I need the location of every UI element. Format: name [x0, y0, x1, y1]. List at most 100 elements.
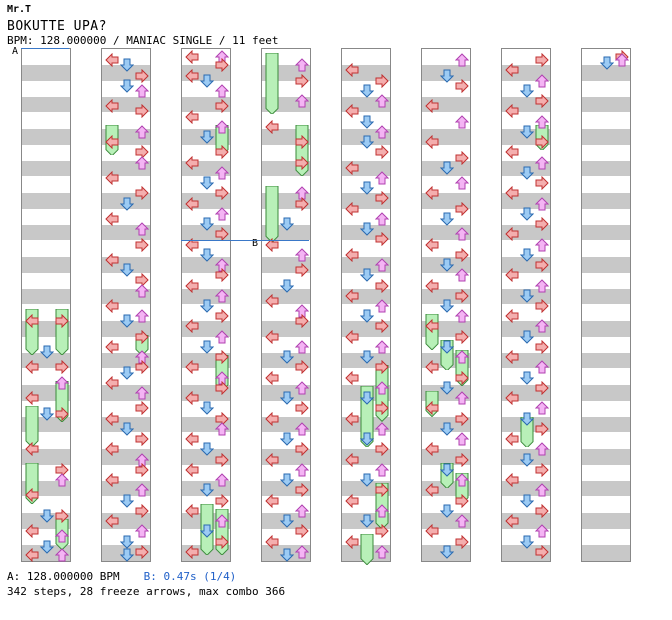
up-arrow-icon [134, 221, 150, 236]
left-arrow-icon [105, 513, 119, 529]
left-arrow-icon [425, 278, 439, 293]
up-arrow-icon [54, 528, 70, 543]
up-arrow-icon [534, 278, 550, 293]
down-arrow-icon [199, 441, 215, 457]
freeze-arrow [520, 416, 534, 448]
left-arrow-icon [345, 452, 359, 467]
right-arrow-icon [455, 452, 469, 467]
right-arrow-icon [455, 534, 469, 549]
right-arrow-icon [215, 452, 229, 467]
down-arrow-icon [359, 221, 375, 236]
left-arrow-icon [105, 211, 119, 227]
left-arrow-icon [425, 318, 439, 334]
right-arrow-icon [455, 247, 469, 263]
down-arrow-icon [359, 472, 375, 487]
bpm-marker-label: B [252, 238, 259, 249]
down-arrow-icon [599, 55, 615, 70]
down-arrow-icon [199, 216, 215, 231]
left-arrow-icon [265, 534, 279, 549]
left-arrow-icon [425, 185, 439, 201]
chart-column [341, 48, 391, 566]
up-arrow-icon [454, 226, 470, 241]
down-arrow-icon [119, 493, 135, 508]
right-arrow-icon [135, 185, 149, 201]
down-arrow-icon [279, 278, 295, 293]
down-arrow-icon [439, 462, 455, 477]
measure-line [102, 176, 150, 177]
up-arrow-icon [54, 375, 70, 390]
up-arrow-icon [534, 155, 550, 170]
down-arrow-icon [119, 313, 135, 329]
up-arrow-icon [454, 267, 470, 282]
measure-line [342, 240, 390, 241]
down-arrow-icon [519, 329, 535, 344]
measure-line [422, 176, 470, 177]
left-arrow-icon [185, 503, 199, 519]
right-arrow-icon [535, 257, 549, 273]
left-arrow-icon [345, 247, 359, 263]
left-arrow-icon [105, 134, 119, 150]
down-arrow-icon [439, 544, 455, 559]
down-arrow-icon [359, 390, 375, 405]
left-arrow-icon [425, 359, 439, 375]
up-arrow-icon [534, 441, 550, 456]
chart-column [421, 48, 471, 562]
down-arrow-icon [359, 134, 375, 149]
down-arrow-icon [199, 523, 215, 538]
right-arrow-icon [535, 462, 549, 478]
right-arrow-icon [135, 359, 149, 375]
measure-line [422, 496, 470, 497]
right-arrow-icon [375, 73, 389, 88]
left-arrow-icon [345, 62, 359, 78]
up-arrow-icon [374, 298, 390, 313]
up-arrow-icon [454, 175, 470, 190]
artist-name: Mr.T [7, 4, 32, 15]
up-arrow-icon [214, 513, 230, 528]
up-arrow-icon [214, 421, 230, 436]
down-arrow-icon [439, 380, 455, 395]
left-arrow-icon [185, 318, 199, 334]
left-arrow-icon [105, 441, 119, 457]
left-arrow-icon [265, 493, 279, 508]
left-arrow-icon [265, 370, 279, 385]
right-arrow-icon [375, 278, 389, 293]
measure-line [422, 112, 470, 113]
left-arrow-icon [265, 411, 279, 426]
bpm-marker-line [181, 240, 309, 241]
measure-line [342, 112, 390, 113]
down-arrow-icon [439, 339, 455, 354]
left-arrow-icon [185, 390, 199, 406]
up-arrow-icon [534, 482, 550, 497]
measure-line [262, 496, 310, 497]
left-arrow-icon [105, 252, 119, 268]
left-arrow-icon [185, 237, 199, 252]
up-arrow-icon [134, 482, 150, 497]
left-arrow-icon [185, 109, 199, 124]
up-arrow-icon [534, 318, 550, 333]
left-arrow-icon [185, 155, 199, 170]
right-arrow-icon [55, 406, 69, 421]
up-arrow-icon [294, 462, 310, 477]
freeze-arrow [25, 405, 39, 448]
measure-line [582, 368, 630, 369]
up-arrow-icon [534, 237, 550, 252]
down-arrow-icon [359, 513, 375, 528]
down-arrow-icon [359, 83, 375, 98]
right-arrow-icon [215, 308, 229, 324]
left-arrow-icon [345, 534, 359, 549]
measure-line [102, 240, 150, 241]
left-arrow-icon [505, 185, 519, 201]
up-arrow-icon [54, 472, 70, 487]
right-arrow-icon [455, 493, 469, 508]
left-arrow-icon [265, 293, 279, 309]
right-arrow-icon [215, 98, 229, 114]
right-arrow-icon [375, 359, 389, 375]
left-arrow-icon [25, 523, 39, 539]
left-arrow-icon [185, 278, 199, 293]
up-arrow-icon [214, 119, 230, 134]
down-arrow-icon [439, 211, 455, 226]
left-arrow-icon [425, 482, 439, 498]
measure-line [502, 304, 550, 305]
bpm-marker-label: A [12, 46, 19, 57]
up-arrow-icon [134, 155, 150, 170]
